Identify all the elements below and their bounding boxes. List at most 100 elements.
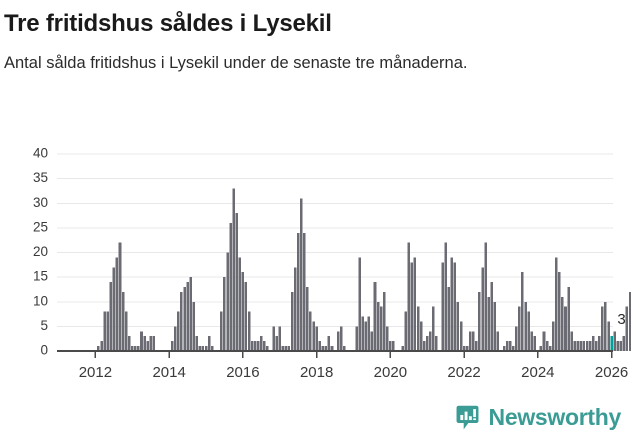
bar — [386, 326, 389, 352]
bar — [567, 286, 570, 351]
bar — [235, 213, 238, 351]
page-subtitle: Antal sålda fritidshus i Lysekil under d… — [4, 53, 468, 72]
bar — [189, 277, 192, 352]
bar — [591, 336, 595, 351]
bar — [401, 346, 404, 351]
bar — [410, 262, 414, 351]
x-tick-label: 2024 — [521, 364, 554, 381]
y-tick-label: 0 — [40, 343, 48, 358]
bar — [370, 331, 374, 351]
bar — [324, 346, 328, 351]
bar — [143, 336, 146, 351]
y-tick-label: 5 — [40, 318, 48, 333]
highlight-value-text: 3 — [617, 311, 625, 328]
page-title: Tre fritidshus såldes i Lysekil — [4, 10, 332, 37]
bar — [545, 341, 549, 351]
bar — [392, 341, 395, 351]
bar — [290, 291, 294, 351]
bar — [582, 341, 586, 351]
bar — [106, 311, 109, 351]
brand-name: Newsworthy — [488, 404, 622, 430]
bar — [435, 336, 438, 351]
bar — [201, 346, 205, 351]
bar — [284, 346, 288, 351]
bar — [204, 346, 208, 351]
bar — [459, 321, 463, 351]
gridlines-group — [57, 153, 613, 327]
bar — [389, 341, 392, 351]
bar — [619, 341, 623, 351]
bar — [478, 291, 481, 351]
bar — [465, 346, 469, 351]
x-tick-label: 2016 — [226, 364, 259, 381]
bar — [336, 331, 340, 351]
y-tick-label: 15 — [33, 269, 48, 284]
bar — [300, 198, 303, 351]
bar — [118, 242, 122, 351]
bar — [613, 331, 616, 351]
bar — [229, 222, 232, 351]
bar — [330, 346, 334, 351]
bar — [180, 291, 183, 351]
bar — [207, 336, 211, 351]
bar — [232, 188, 235, 351]
bar — [121, 291, 125, 351]
bar-chart-svg: 0 5 10 15 20 25 30 35 40 2012 2014 2016 2018 2020 202… — [33, 146, 631, 381]
bar — [115, 257, 119, 351]
bar — [456, 301, 460, 351]
bar — [131, 346, 134, 351]
bar — [306, 286, 309, 351]
bar — [223, 277, 226, 352]
bar — [309, 311, 312, 351]
bar — [425, 336, 429, 351]
bar — [367, 316, 371, 351]
bar — [555, 257, 558, 351]
bar — [263, 341, 266, 351]
bar — [524, 301, 527, 351]
bar — [109, 282, 113, 351]
bar — [579, 341, 583, 351]
x-tick-label: 2020 — [374, 364, 407, 381]
bar — [447, 286, 450, 351]
bar — [250, 341, 254, 351]
bar — [487, 296, 490, 351]
bar — [585, 341, 589, 351]
bar — [573, 341, 576, 351]
bar — [256, 341, 260, 351]
bar — [97, 346, 100, 351]
bar — [404, 311, 407, 351]
bar — [103, 311, 106, 351]
brand-footer: Newsworthy — [454, 404, 621, 431]
bar — [515, 326, 518, 352]
y-tick-label: 25 — [33, 219, 48, 234]
bar — [195, 336, 199, 351]
bar — [594, 341, 598, 351]
bar — [521, 272, 524, 351]
bar — [266, 346, 269, 351]
bar — [576, 341, 580, 351]
bar — [548, 346, 552, 351]
bar — [601, 306, 604, 351]
bar — [241, 272, 245, 351]
bar — [625, 306, 629, 351]
bar — [134, 346, 137, 351]
bar — [127, 336, 131, 351]
y-axis-labels: 0 5 10 15 20 25 30 35 40 — [33, 146, 48, 358]
bar — [607, 321, 610, 351]
bar — [539, 346, 543, 351]
bar — [416, 306, 420, 351]
bar — [373, 282, 377, 351]
bar — [472, 331, 475, 351]
bar — [275, 336, 278, 351]
y-tick-label: 20 — [33, 244, 48, 259]
bar — [551, 321, 555, 351]
bar — [198, 346, 202, 351]
bar — [358, 257, 361, 351]
bar — [453, 262, 457, 351]
bar — [192, 301, 195, 351]
bar — [429, 331, 432, 351]
bar — [542, 331, 546, 351]
bar — [170, 341, 174, 351]
x-axis-labels: 2012 2014 2016 2018 2020 2022 2024 2026 — [79, 352, 628, 381]
bar — [481, 267, 484, 351]
